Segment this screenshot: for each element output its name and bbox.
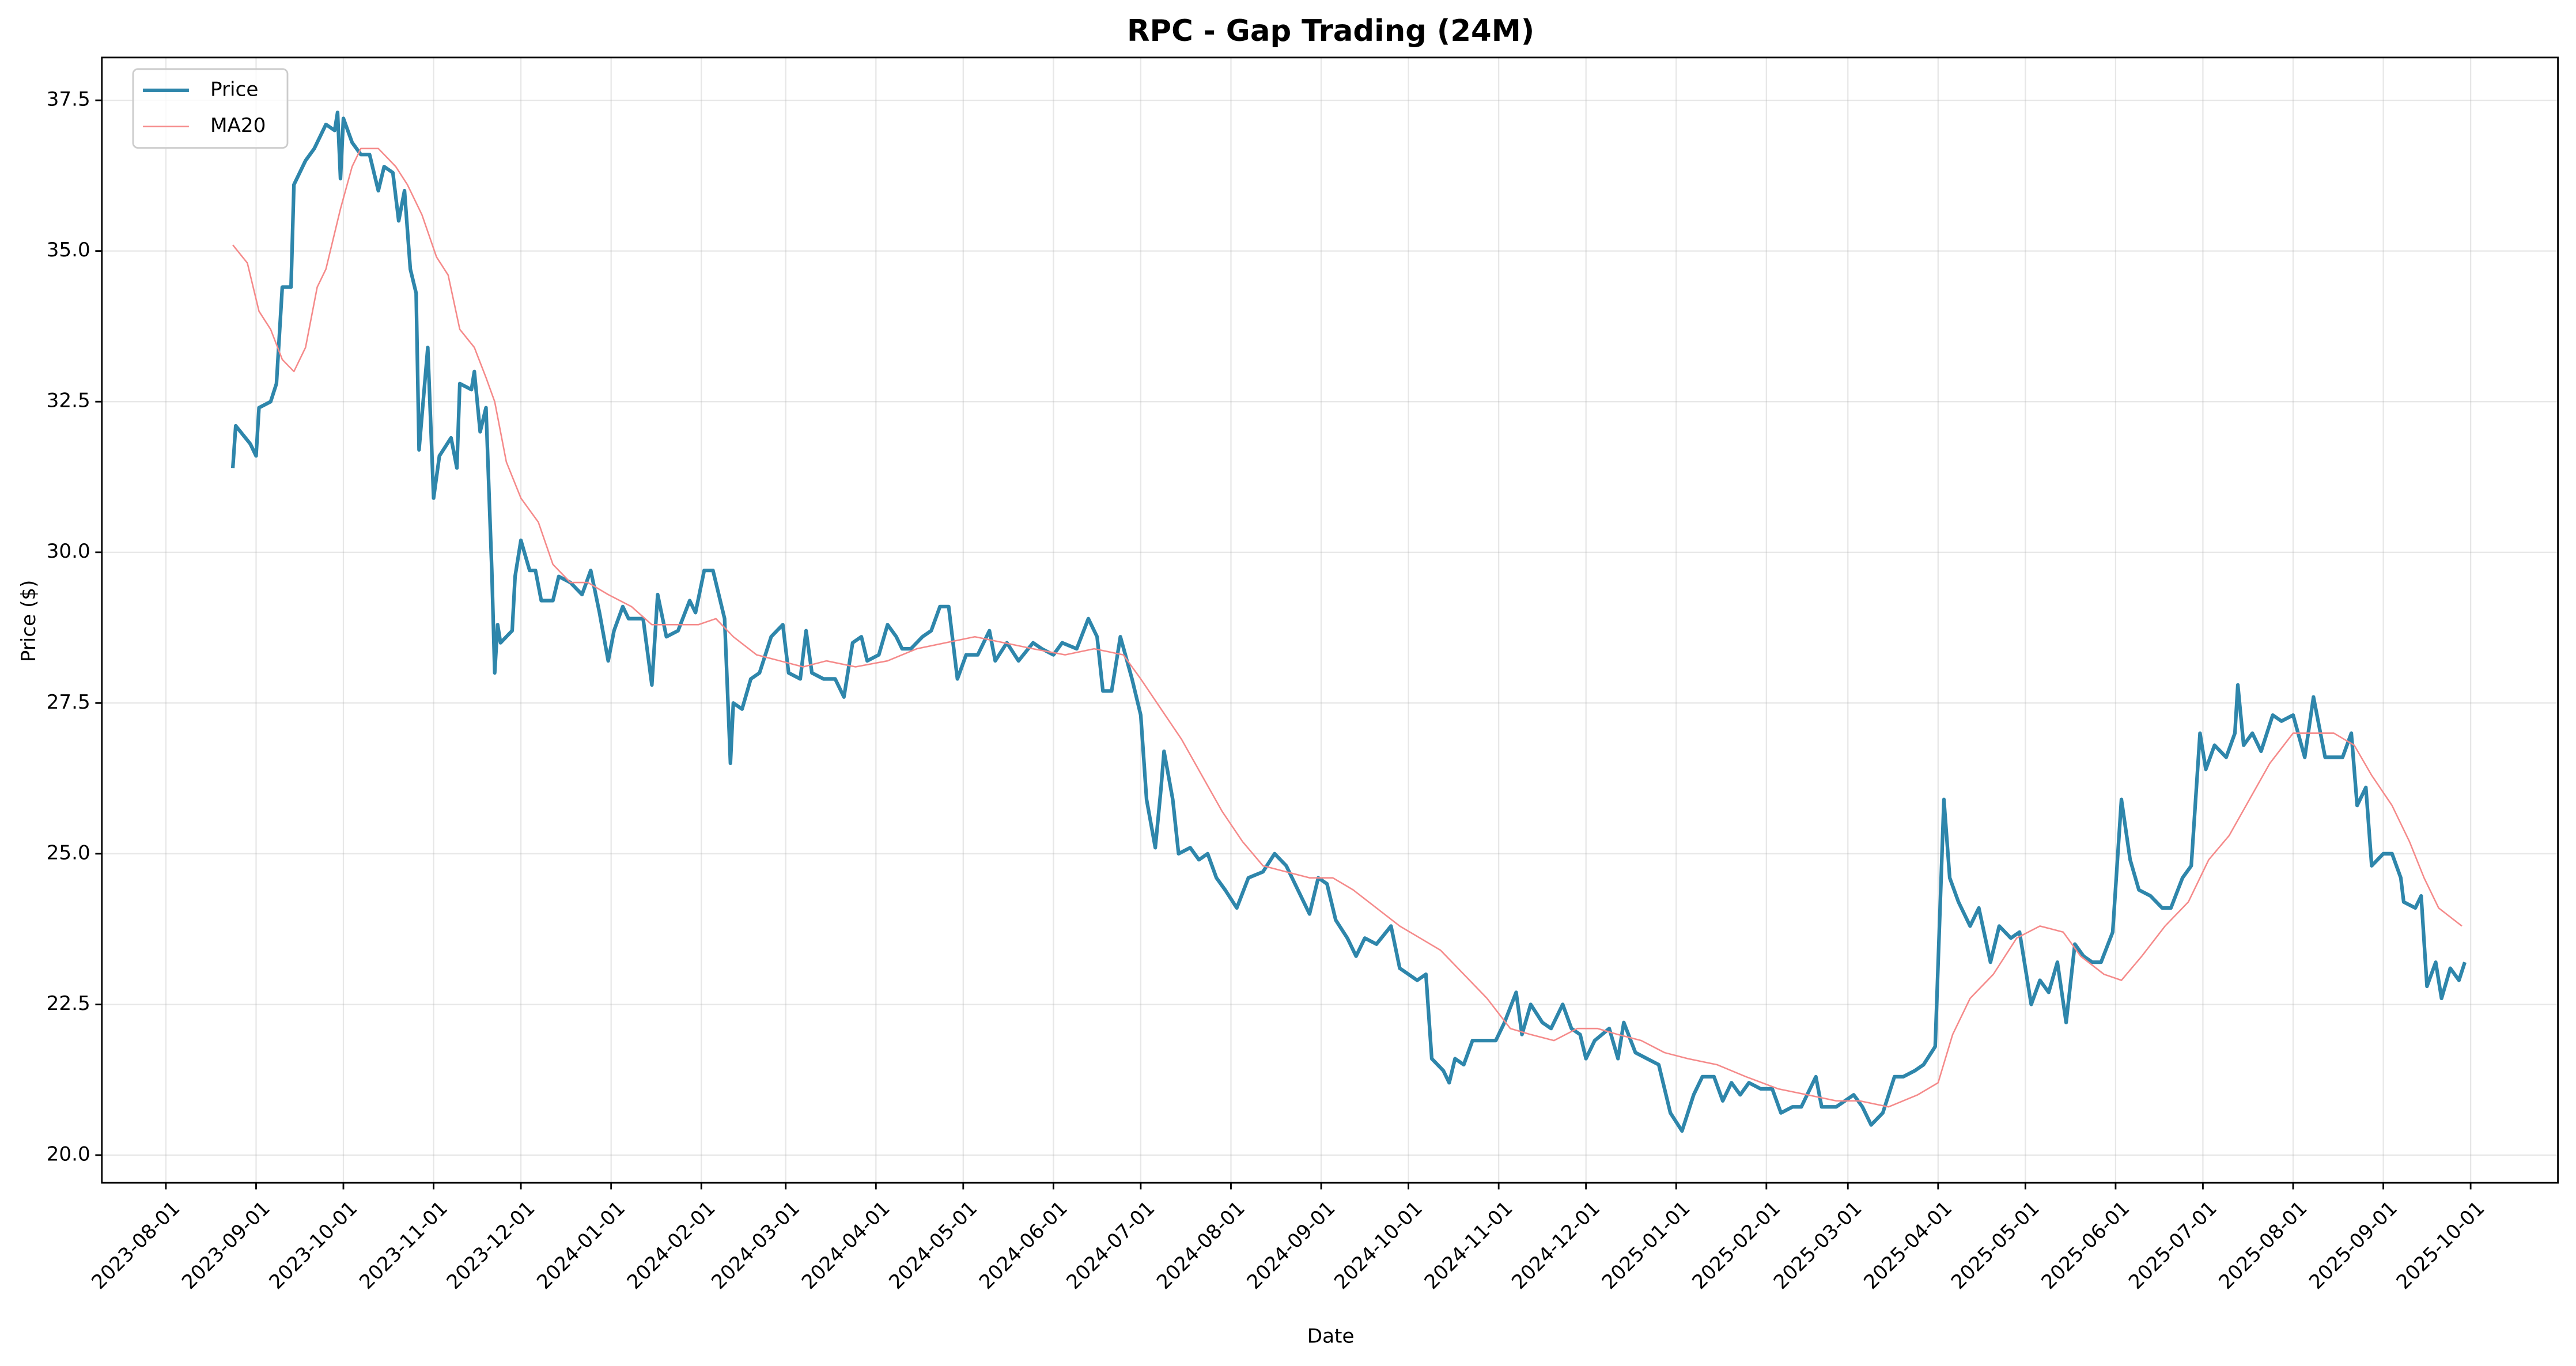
y-tick-label: 37.5: [47, 88, 90, 111]
y-tick-label: 25.0: [47, 841, 90, 864]
legend-label: MA20: [210, 114, 266, 137]
plot-area: [230, 110, 2467, 1133]
y-tick-label: 27.5: [47, 691, 90, 714]
y-axis-label: Price ($): [17, 580, 40, 662]
chart-title: RPC - Gap Trading (24M): [1127, 14, 1534, 48]
y-tick-label: 22.5: [47, 992, 90, 1015]
y-tick-label: 35.0: [47, 239, 90, 262]
series-line: [232, 147, 2462, 1108]
y-tick-label: 32.5: [47, 389, 90, 413]
series-line: [230, 110, 2467, 1133]
y-tick-label: 20.0: [47, 1142, 90, 1166]
legend: Price MA20: [132, 68, 289, 149]
grid: [101, 57, 2558, 1183]
legend-label: Price: [210, 78, 258, 101]
y-tick-label: 30.0: [47, 540, 90, 563]
x-axis-label: Date: [1307, 1325, 1355, 1348]
axes-frame: [101, 56, 2559, 1184]
